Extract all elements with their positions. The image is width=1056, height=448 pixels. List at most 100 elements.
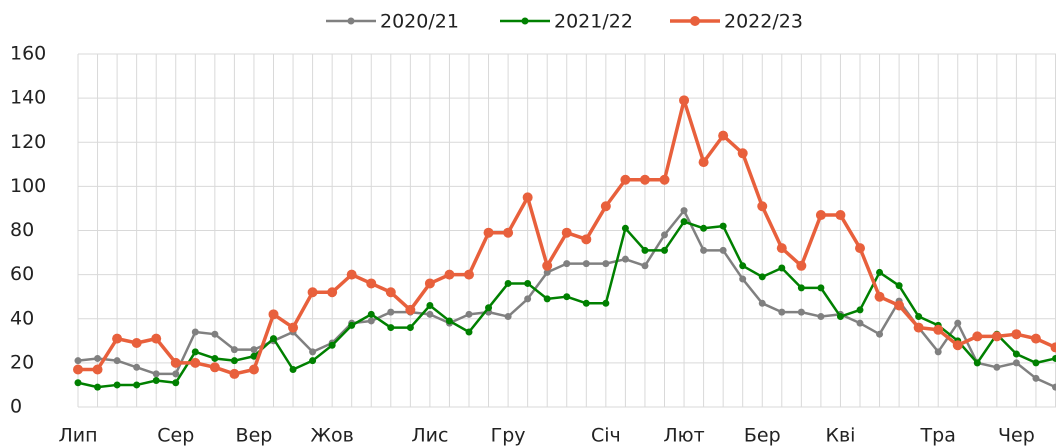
point [776,243,787,254]
point [856,319,864,327]
point [211,354,219,362]
point [288,322,299,333]
point [229,368,240,379]
point [385,287,396,298]
point [172,370,180,378]
point [836,313,844,321]
point [698,157,709,168]
point [817,313,825,321]
point [581,234,592,245]
point [954,319,962,327]
point [797,284,805,292]
point [151,333,162,344]
point [639,174,650,185]
point [74,357,82,365]
point [152,377,160,385]
point [348,321,356,329]
legend-label: 2021/22 [554,11,633,33]
point [874,291,885,302]
point [387,324,395,332]
point [445,317,453,325]
x-tick-label: Чер [998,425,1035,447]
point [387,308,395,316]
point [522,192,533,203]
point [1052,383,1056,391]
point [424,278,435,289]
x-tick-label: Вер [236,425,273,447]
point [661,231,668,239]
point [94,383,102,391]
legend-marker [690,16,700,26]
point [913,322,924,333]
point [817,284,825,292]
point [406,324,414,332]
point [563,293,571,301]
point [758,299,766,307]
point [94,354,102,362]
point [542,260,553,271]
point [719,246,727,254]
point [680,207,688,215]
point [952,340,963,351]
point [250,346,258,354]
y-tick-label: 120 [10,131,46,153]
point [797,308,805,316]
point [856,306,864,314]
x-tick-label: Гру [491,425,526,447]
legend-label: 2020/21 [380,11,459,33]
point [504,313,512,321]
legend-marker [521,17,529,25]
point [346,269,357,280]
point [268,309,279,320]
point [92,364,103,375]
point [230,346,238,354]
point [74,379,82,387]
y-tick-label: 100 [10,175,46,197]
point [543,268,551,276]
point [112,333,123,344]
point [367,317,375,325]
point [561,227,572,238]
point [113,381,121,389]
point [327,287,338,298]
point [465,328,473,336]
x-tick-label: Сер [157,425,194,447]
point [1032,374,1040,382]
point [250,352,258,360]
x-tick-label: Січ [591,425,621,447]
x-tick-label: Лис [411,425,448,447]
point [719,222,727,230]
point [700,224,708,232]
point [641,262,649,270]
point [835,210,846,221]
point [700,246,708,254]
point [270,335,277,343]
point [170,357,181,368]
point [739,275,747,283]
point [737,148,748,159]
point [621,255,629,263]
point [600,201,611,212]
point [309,348,317,356]
y-tick-label: 60 [10,263,34,285]
plot-area [73,95,1056,391]
y-tick-label: 40 [10,307,34,329]
point [972,331,983,342]
point [815,210,826,221]
point [993,363,1001,371]
point [895,282,903,290]
point [152,370,160,378]
y-tick-label: 20 [10,351,34,373]
point [426,302,434,310]
y-tick-label: 160 [10,43,46,65]
x-tick-label: Бер [744,425,781,447]
point [483,227,494,238]
point [211,330,219,338]
point [209,362,220,373]
point [718,130,729,141]
point [563,260,571,268]
point [778,264,786,272]
point [991,331,1002,342]
y-tick-label: 0 [10,396,22,418]
